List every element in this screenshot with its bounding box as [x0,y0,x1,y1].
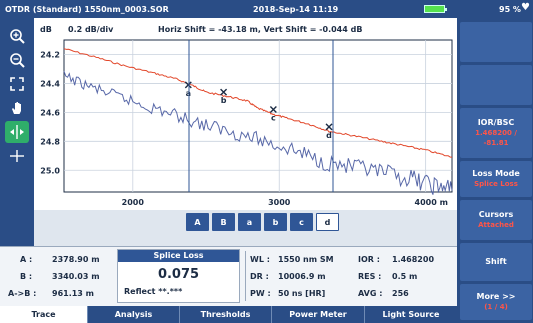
shift-button[interactable]: Shift [460,243,532,281]
shift-title: Shift [485,257,507,266]
cursor-a-value: 2378.90 m [52,255,100,264]
horizontal-zoom-icon[interactable] [5,121,29,143]
loss-mode-button[interactable]: Loss Mode Splice Loss [460,161,532,197]
average-value: 256 [392,289,409,298]
y-tick-label: 24.8 [40,137,60,146]
splice-loss-value: 0.075 [157,267,200,282]
a-to-b-value: 961.13 m [52,289,94,298]
marker-button-b[interactable]: b [264,213,287,231]
event-marker-label: a [186,89,191,98]
title-bar: OTDR (Standard) 1550nm_0003.SOR 2018-Sep… [0,0,533,18]
chart-header: dB 0.2 dB/div Horiz Shift = -43.18 m, Ve… [34,18,457,38]
event-marker-label: d [326,131,332,140]
a-to-b-label: A->B : [8,289,37,298]
event-marker-label: c [271,113,276,122]
vertical-zoom-icon[interactable] [5,145,29,167]
measurement-info-panel: A : 2378.90 m B : 3340.03 m A->B : 961.1… [0,246,457,306]
y-tick-label: 24.4 [40,79,60,88]
pulse-width-label: PW : [250,289,271,298]
distance-range-value: 10006.9 m [278,272,326,281]
heart-icon: ♥ [521,2,530,13]
cursors-value: Attached [478,221,514,229]
loss-mode-title: Loss Mode [472,169,520,178]
softkey-blank-2[interactable] [460,65,532,105]
reflectance-value: Reflect **.*** [124,287,183,296]
cursor-b-label: B : [20,272,33,281]
cursors-button[interactable]: Cursors Attached [460,200,532,240]
y-tick-label: 24.6 [40,108,60,117]
trace-series-0 [63,48,453,158]
tab-light-source[interactable]: Light Source [382,310,440,319]
x-tick-label: 3000 [268,198,291,207]
cursor-b-value: 3340.03 m [52,272,100,281]
splice-loss-header: Splice Loss [118,250,239,262]
more-title: More >> [476,292,516,301]
event-marker-c [269,105,277,113]
divider [245,251,246,301]
wavelength-value: 1550 nm SM [278,255,334,264]
softkey-blank-1[interactable] [460,22,532,62]
ior-label: IOR : [358,255,380,264]
shift-label: Horiz Shift = -43.18 m, Vert Shift = -0.… [158,25,363,34]
y-tick-label: 25.0 [40,166,60,175]
ior-bsc-button[interactable]: IOR/BSC 1.468200 / -81.81 [460,108,532,158]
y-unit-label: dB [40,25,52,34]
bsc-value: -81.81 [483,139,509,147]
cursor-a-label: A : [20,255,33,264]
scale-label: 0.2 dB/div [68,25,114,34]
otdr-trace-chart[interactable]: a b c d 24.2 24.4 24.6 24.8 25.0 2000 3000 4000 m [34,36,457,210]
wavelength-label: WL : [250,255,270,264]
marker-button-A[interactable]: A [186,213,209,231]
marker-buttons: A B a b c d [186,213,339,231]
hand-icon[interactable] [5,97,29,119]
resolution-label: RES : [358,272,382,281]
battery-percent: 95 % [499,4,521,14]
more-button[interactable]: More >> (1 / 4) [460,284,532,320]
tab-analysis[interactable]: Analysis [88,306,180,323]
ior-value: 1.468200 [392,255,435,264]
fit-icon[interactable] [5,73,29,95]
date-time: 2018-Sep-14 11:19 [253,4,339,14]
battery-icon [424,5,447,13]
splice-loss-box: Splice Loss 0.075 Reflect **.*** [117,249,240,303]
tab-power-meter[interactable]: Power Meter [272,306,365,323]
x-tick-label: 2000 [122,198,145,207]
left-toolbar [0,18,34,246]
marker-button-c[interactable]: c [290,213,313,231]
marker-button-a[interactable]: a [238,213,261,231]
more-page: (1 / 4) [484,303,508,311]
pulse-width-value: 50 ns [HR] [278,289,326,298]
y-tick-label: 24.2 [40,50,60,59]
marker-button-d[interactable]: d [316,213,339,231]
event-marker-d [325,123,333,131]
distance-range-label: DR : [250,272,269,281]
ior-bsc-title: IOR/BSC [477,118,515,127]
event-marker-b [220,88,228,96]
ior-bsc-value: 1.468200 / [475,129,517,137]
right-softkey-panel: IOR/BSC 1.468200 / -81.81 Loss Mode Spli… [457,18,533,323]
trace-series-1 [63,71,453,195]
tab-trace[interactable]: Trace [0,306,88,323]
zoom-out-icon[interactable] [5,49,29,71]
loss-mode-value: Splice Loss [474,180,518,188]
average-label: AVG : [358,289,383,298]
marker-button-B[interactable]: B [212,213,235,231]
tab-thresholds[interactable]: Thresholds [180,306,272,323]
event-marker-a [184,81,192,89]
file-name: OTDR (Standard) 1550nm_0003.SOR [5,4,169,14]
zoom-in-icon[interactable] [5,25,29,47]
x-unit-label: m [440,198,448,207]
bottom-tab-bar: Trace Analysis Thresholds Power Meter Li… [0,306,457,323]
event-marker-label: b [221,96,227,105]
x-tick-label: 4000 [415,198,438,207]
cursors-title: Cursors [478,210,514,219]
resolution-value: 0.5 m [392,272,418,281]
